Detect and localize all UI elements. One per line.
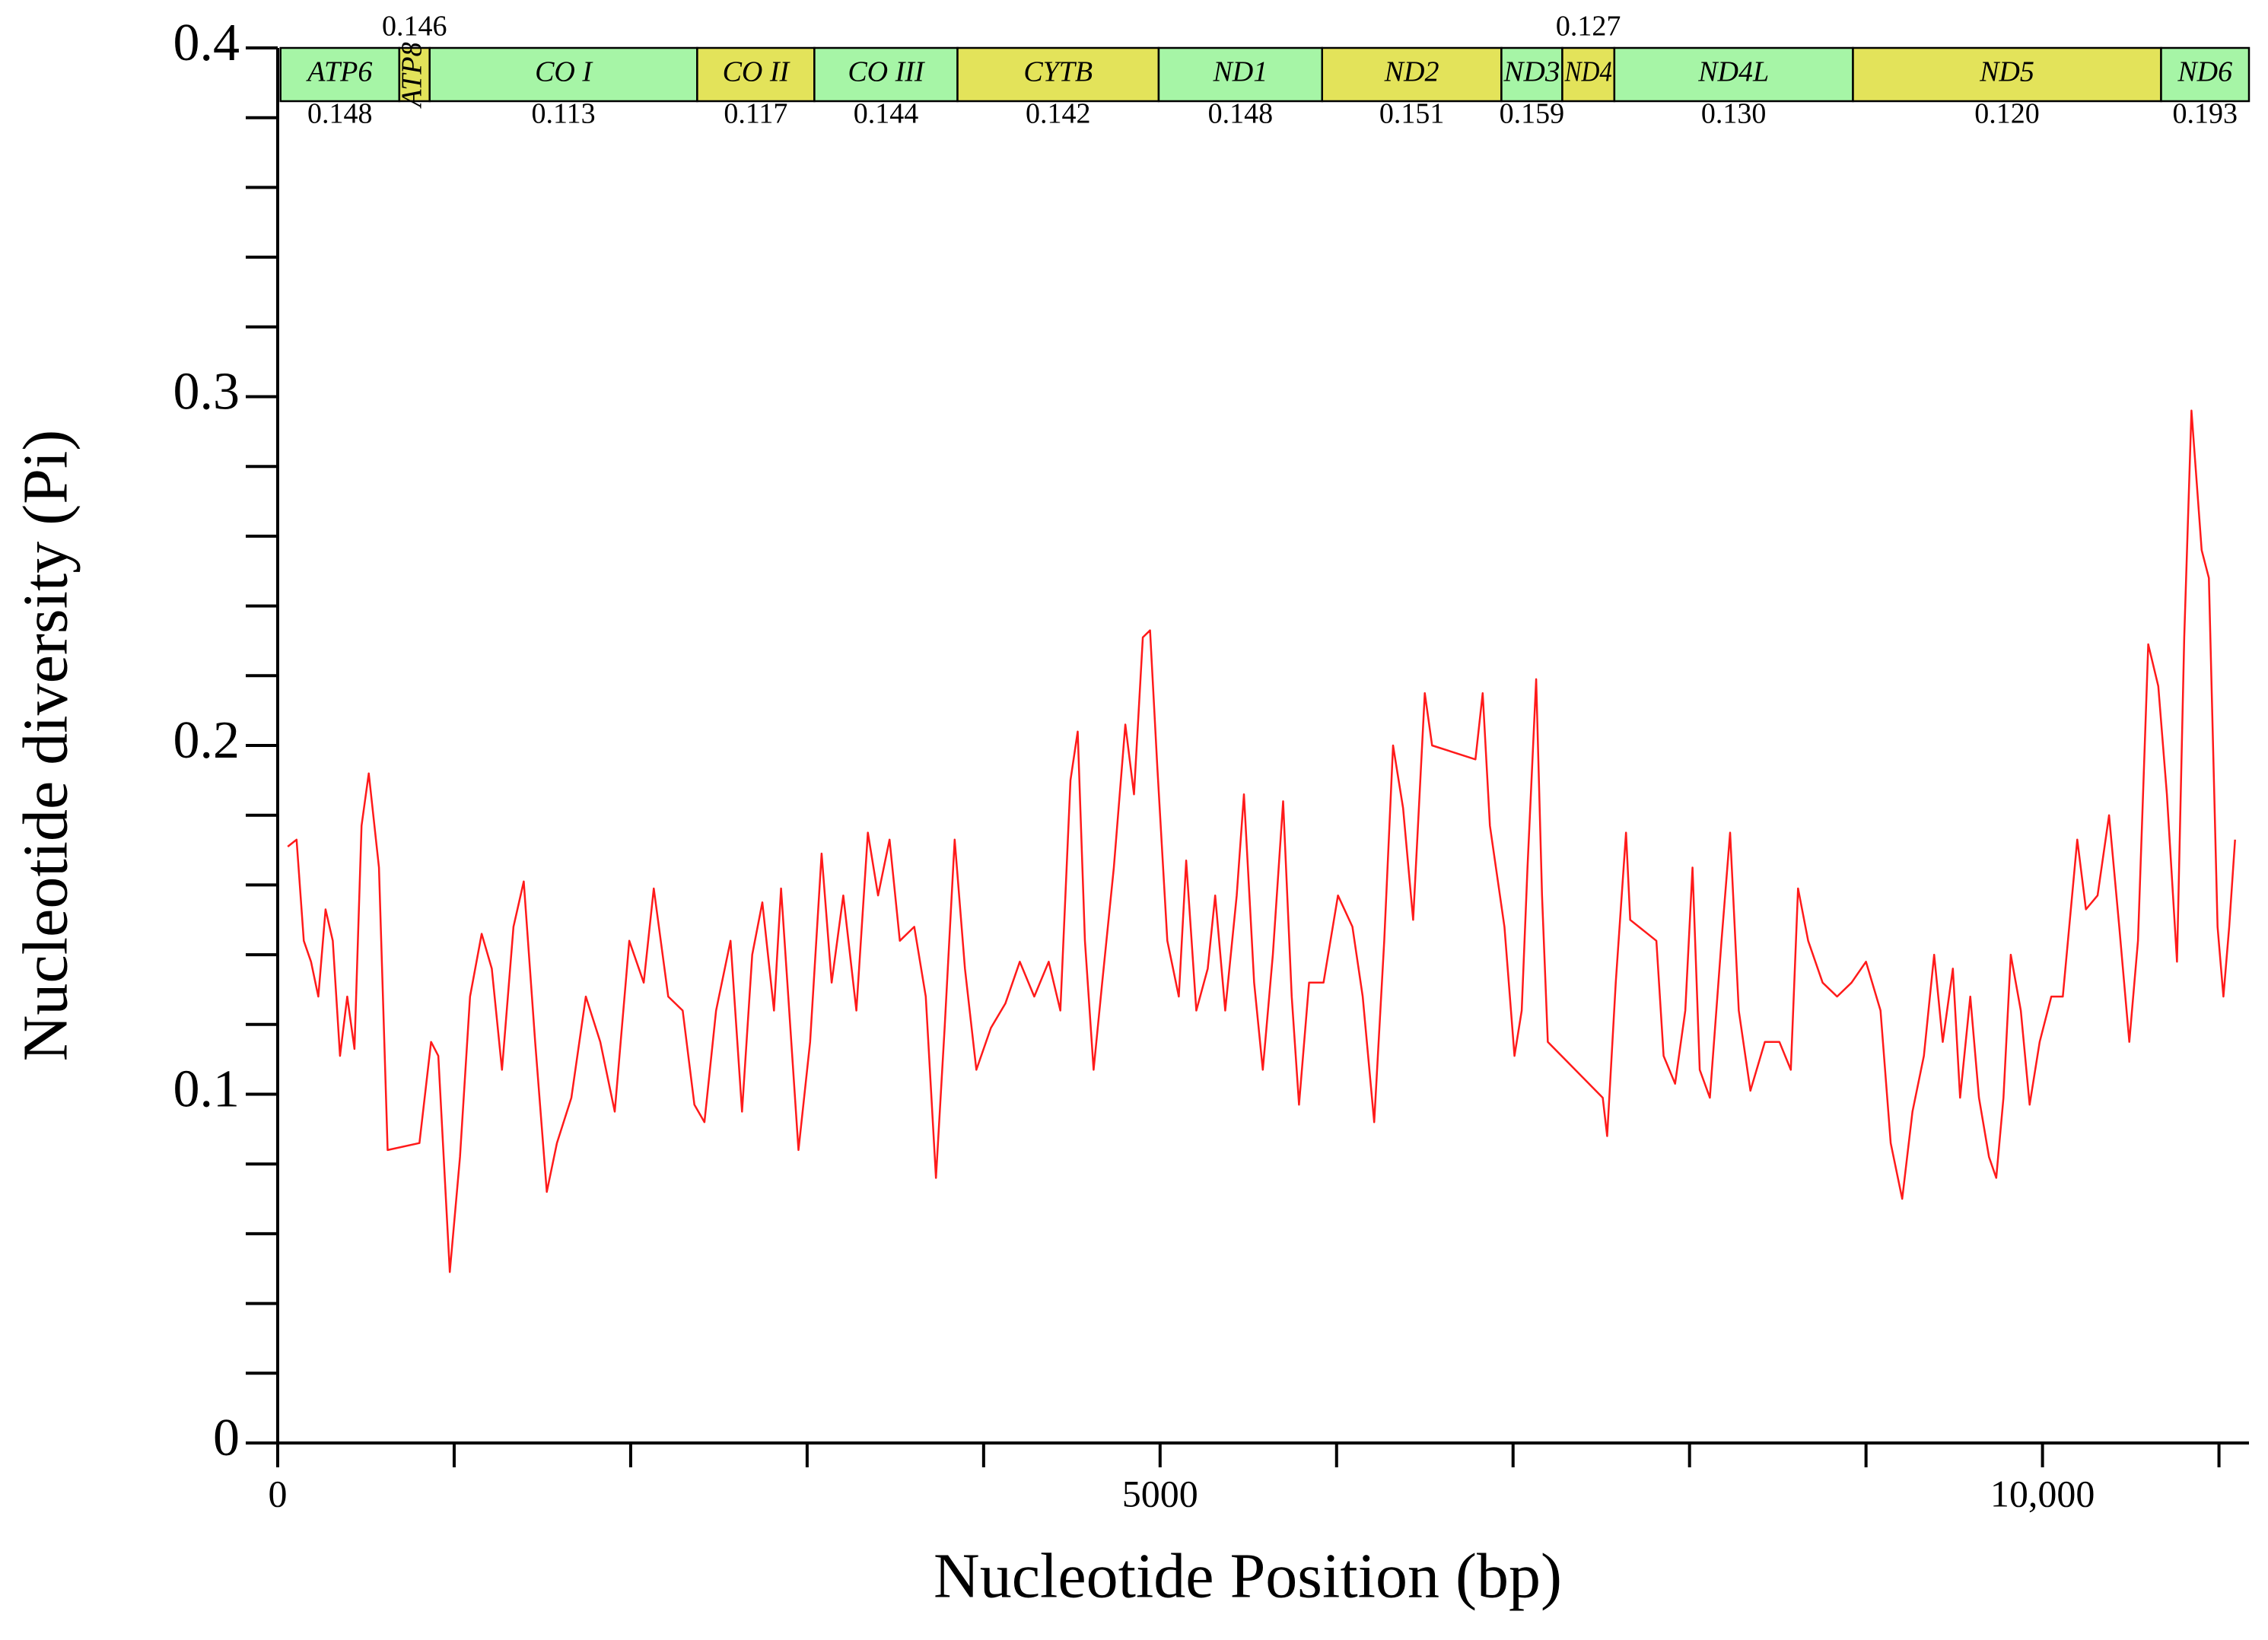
y-tick-label: 0.2 <box>173 711 240 770</box>
gene-name: ND3 <box>1503 56 1560 88</box>
gene-name: ND2 <box>1384 56 1439 88</box>
y-tick-label: 0.3 <box>173 363 240 421</box>
gene-value: 0.146 <box>382 11 447 43</box>
gene-value: 0.113 <box>531 98 595 130</box>
gene-name: ND1 <box>1212 56 1268 88</box>
gene-name: CYTB <box>1023 56 1093 88</box>
gene-value: 0.148 <box>1208 98 1274 130</box>
gene-value: 0.151 <box>1379 98 1445 130</box>
data-line <box>287 409 2236 1273</box>
gene-box <box>813 46 959 103</box>
y-tick-label: 0.4 <box>173 14 240 72</box>
gene-value: 0.120 <box>1974 98 2040 130</box>
x-tick-label: 0 <box>269 1472 288 1514</box>
gene-name: ND4L <box>1697 56 1769 88</box>
gene-value: 0.159 <box>1500 98 1565 130</box>
gene-name: CO III <box>848 56 926 88</box>
gene-box <box>1500 46 1563 103</box>
gene-box <box>1561 46 1616 103</box>
gene-box <box>1157 46 1323 103</box>
gene-value: 0.142 <box>1026 98 1091 130</box>
gene-name: ND4 <box>1564 56 1612 88</box>
gene-name: ND6 <box>2177 56 2232 88</box>
gene-value: 0.117 <box>724 98 787 130</box>
gene-value: 0.127 <box>1556 11 1621 43</box>
gene-box <box>1613 46 1854 103</box>
gene-value: 0.130 <box>1701 98 1767 130</box>
gene-box <box>428 46 698 103</box>
gene-value: 0.193 <box>2172 98 2238 130</box>
gene-box <box>279 46 401 103</box>
gene-value: 0.148 <box>307 98 373 130</box>
gene-name: ATP8 <box>396 42 428 109</box>
y-axis-title: Nucleotide diversity (Pi) <box>10 430 81 1061</box>
gene-box <box>696 46 816 103</box>
y-tick-label: 0.1 <box>173 1060 240 1119</box>
gene-name: ND5 <box>1979 56 2034 88</box>
gene-name: ATP6 <box>305 56 372 88</box>
x-axis-title: Nucleotide Position (bp) <box>934 1540 1562 1611</box>
gene-value: 0.144 <box>854 98 919 130</box>
gene-box <box>2160 46 2251 103</box>
x-tick-label: 5000 <box>1122 1472 1198 1514</box>
gene-box <box>1852 46 2162 103</box>
gene-name: CO II <box>723 56 791 88</box>
gene-name: CO I <box>535 56 593 88</box>
x-tick-label: 10,000 <box>1990 1472 2095 1514</box>
y-tick-label: 0 <box>213 1409 240 1467</box>
